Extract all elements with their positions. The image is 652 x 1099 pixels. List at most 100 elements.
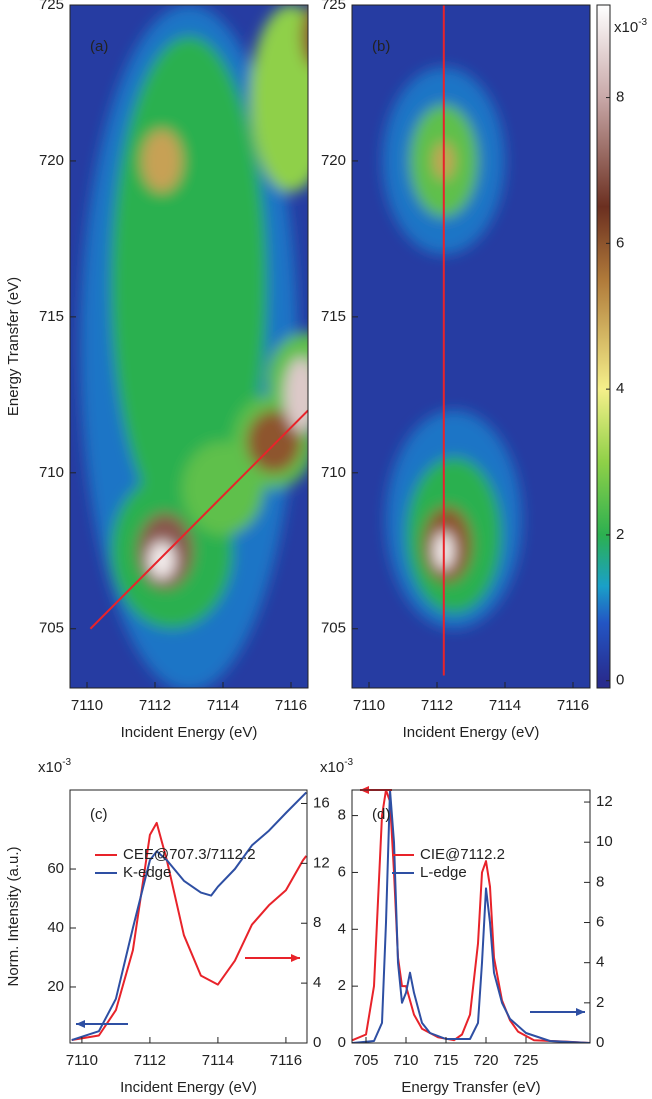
x-tick-label: 7112 — [134, 1052, 166, 1069]
axis-arrow-head — [576, 1008, 585, 1016]
panel: CEE@707.3/7112.2K-edge 7110 7112 7114 7116 20… — [5, 789, 330, 1096]
heatmap-feature — [250, 5, 308, 193]
x-axis-title: Energy Transfer (eV) — [401, 1079, 540, 1096]
x-tick-label: 7110 — [71, 697, 103, 714]
heatmap-feature — [284, 357, 308, 433]
panel: 7110 7112 7114 7116 705 710 715 720 725 (a) Incide… — [5, 0, 309, 741]
y2-tick-label: 0 — [596, 1034, 604, 1051]
y-tick-label: 705 — [321, 620, 346, 637]
x-tick-label: 7110 — [353, 697, 385, 714]
y-tick-label: 40 — [47, 919, 64, 936]
y2-tick-label: 12 — [313, 854, 330, 871]
x-tick-label: 7110 — [66, 1052, 98, 1069]
y-multiplier: x10-3 — [38, 757, 72, 776]
heatmap-feature — [301, 9, 308, 64]
axis-arrow-head — [291, 954, 300, 962]
y-tick-label: 715 — [321, 308, 346, 325]
colorbar-multiplier: x10-3 — [614, 17, 648, 36]
y-tick-label: 710 — [321, 464, 346, 481]
y2-tick-label: 2 — [596, 994, 604, 1011]
axes-frame — [351, 789, 591, 1044]
x-tick-label: 7116 — [557, 697, 589, 714]
x-tick-label: 7114 — [489, 697, 521, 714]
y-multiplier: x10-3 — [320, 757, 354, 776]
y-tick-label: 20 — [47, 978, 64, 995]
colorbar-tick-label: 2 — [616, 526, 624, 543]
colorbar — [596, 4, 611, 689]
colorbar-tick-label: 6 — [616, 234, 624, 251]
y2-tick-label: 12 — [596, 793, 613, 810]
y2-tick-label: 6 — [596, 913, 604, 930]
x-tick-label: 720 — [473, 1052, 498, 1069]
series-line — [71, 821, 307, 1041]
y-tick-label: 720 — [39, 152, 64, 169]
series-line — [71, 791, 307, 1042]
y-tick-label: 60 — [47, 860, 64, 877]
x-axis-title: Incident Energy (eV) — [120, 1079, 257, 1096]
y2-tick-label: 4 — [596, 954, 604, 971]
y2-tick-label: 4 — [313, 974, 321, 991]
heatmap-features — [80, 5, 308, 688]
colorbar-multiplier-exp: -3 — [638, 17, 647, 28]
y-tick-label: 0 — [338, 1034, 346, 1051]
plot-area — [352, 5, 590, 688]
y2-tick-label: 10 — [596, 833, 613, 850]
y-multiplier-base: x10 — [320, 759, 344, 776]
y2-tick-label: 16 — [313, 794, 330, 811]
axes-frame — [351, 4, 591, 689]
y2-tick-label: 8 — [313, 914, 321, 931]
legend-label: CIE@7112.2 — [420, 846, 505, 863]
plot-area — [70, 5, 308, 688]
y-tick-label: 725 — [321, 0, 346, 13]
y-multiplier-exp: -3 — [344, 757, 353, 768]
colorbar-multiplier-base: x10 — [614, 19, 638, 36]
heatmap-feature — [141, 129, 183, 193]
y-tick-label: 2 — [338, 977, 346, 994]
y-multiplier-base: x10 — [38, 759, 62, 776]
y-tick-label: 715 — [39, 308, 64, 325]
panel-label: (d) — [372, 806, 390, 823]
x-tick-label: 7116 — [275, 697, 307, 714]
panel: CIE@7112.2L-edge 705 710 715 720 725 0 2 4 6 8 0 2 4 6… — [338, 786, 613, 1096]
y-multiplier-exp: -3 — [62, 757, 71, 768]
y-tick-label: 6 — [338, 863, 346, 880]
x-axis-title: Incident Energy (eV) — [121, 724, 258, 741]
x-axis-title: Incident Energy (eV) — [403, 724, 540, 741]
legend-label: L-edge — [420, 864, 467, 881]
x-tick-label: 725 — [513, 1052, 538, 1069]
plot-area — [352, 790, 590, 1043]
guide-line — [89, 409, 308, 630]
x-tick-label: 715 — [433, 1052, 458, 1069]
panel-label: (a) — [90, 38, 108, 55]
axis-arrow-head — [76, 1020, 85, 1028]
legend-label: CEE@707.3/7112.2 — [123, 846, 256, 863]
colorbar-tick-label: 4 — [616, 380, 624, 397]
x-tick-label: 7114 — [207, 697, 239, 714]
panel-label: (b) — [372, 38, 390, 55]
colorbar-tick-label: 8 — [616, 89, 624, 106]
y-tick-label: 8 — [338, 807, 346, 824]
y-axis-title: Energy Transfer (eV) — [5, 277, 22, 416]
y-tick-label: 710 — [39, 464, 64, 481]
y2-tick-label: 0 — [313, 1034, 321, 1051]
y-tick-label: 720 — [321, 152, 346, 169]
panel: 7110 7112 7114 7116 705 710 715 720 725 (b) Incide… — [321, 0, 591, 741]
y-tick-label: 4 — [338, 920, 346, 937]
x-tick-label: 705 — [353, 1052, 378, 1069]
panel-label: (c) — [90, 806, 108, 823]
x-tick-label: 7116 — [270, 1052, 302, 1069]
y2-tick-label: 8 — [596, 873, 604, 890]
axes-frame — [69, 789, 308, 1044]
series-line — [352, 790, 590, 1043]
x-tick-label: 7114 — [202, 1052, 234, 1069]
x-tick-label: 7112 — [421, 697, 453, 714]
x-tick-label: 7112 — [139, 697, 171, 714]
y-tick-label: 725 — [39, 0, 64, 13]
x-tick-label: 710 — [393, 1052, 418, 1069]
y-axis-title: Norm. Intensity (a.u.) — [5, 846, 22, 986]
axes-frame — [69, 4, 309, 689]
plot-area — [71, 791, 307, 1042]
y-tick-label: 705 — [39, 620, 64, 637]
colorbar-tick-label: 0 — [616, 672, 624, 689]
